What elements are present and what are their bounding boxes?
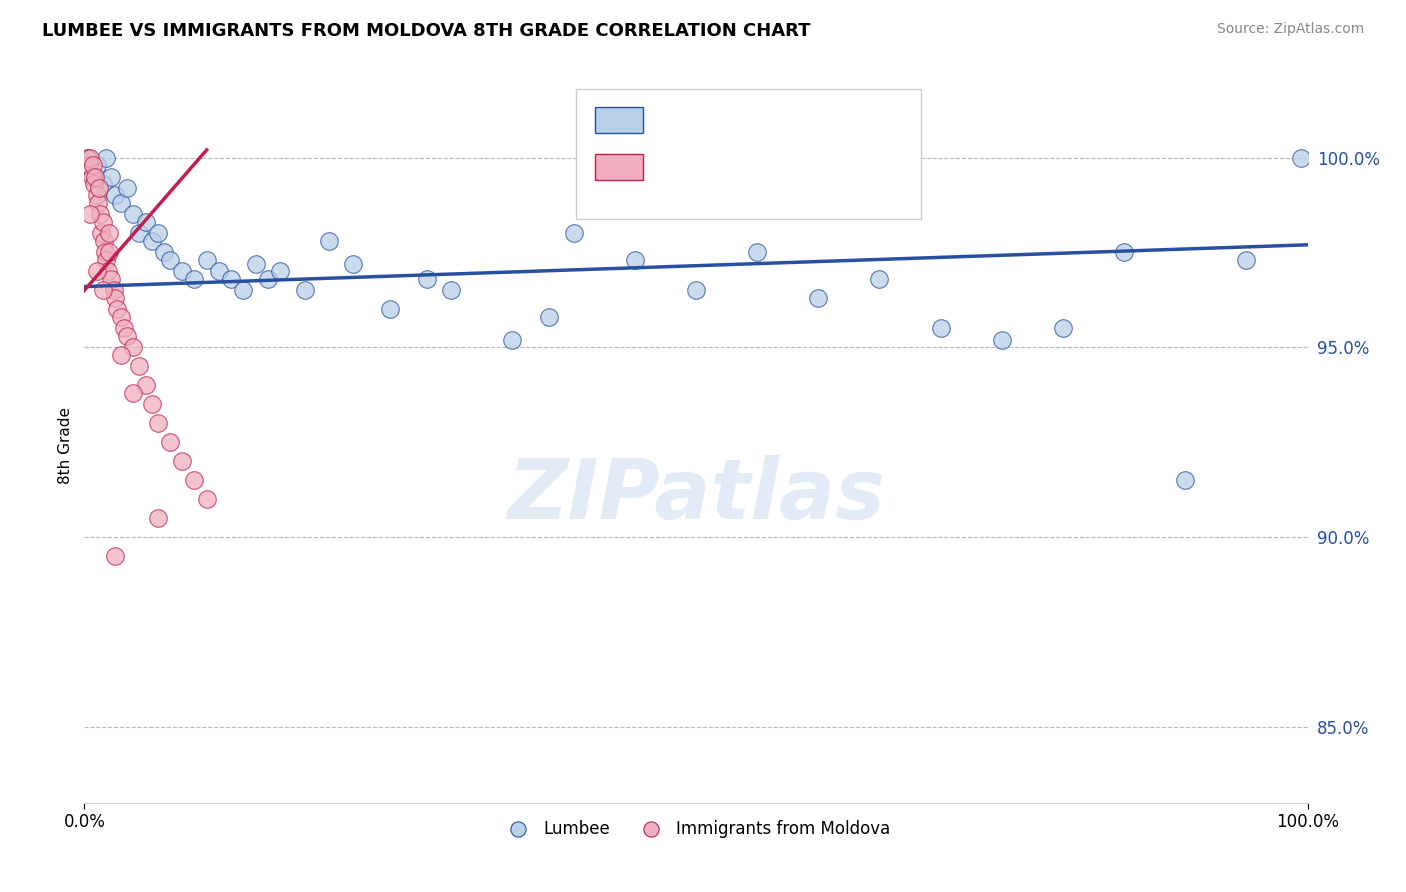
Point xyxy=(1291,151,1313,165)
Point xyxy=(747,245,769,260)
Point xyxy=(440,284,463,298)
Point xyxy=(122,207,145,221)
Point xyxy=(1052,321,1074,335)
Point xyxy=(76,151,98,165)
Point xyxy=(110,348,132,362)
Point xyxy=(991,333,1014,347)
Point xyxy=(86,264,108,278)
Point xyxy=(86,188,108,202)
Point xyxy=(294,284,316,298)
Point xyxy=(97,227,120,241)
Y-axis label: 8th Grade: 8th Grade xyxy=(58,408,73,484)
Point xyxy=(87,181,110,195)
Point xyxy=(105,302,128,317)
Point xyxy=(807,291,830,305)
Point xyxy=(112,321,135,335)
Point xyxy=(91,215,114,229)
Point xyxy=(380,302,402,317)
Point xyxy=(86,158,108,172)
Text: R = 0.446    N = 42: R = 0.446 N = 42 xyxy=(650,158,825,176)
Point xyxy=(219,272,242,286)
Point xyxy=(318,234,340,248)
Point xyxy=(1114,245,1136,260)
Point xyxy=(82,158,104,172)
Point xyxy=(100,169,122,184)
Point xyxy=(172,454,194,468)
Point xyxy=(90,227,112,241)
Point xyxy=(77,151,100,165)
Point xyxy=(342,257,364,271)
Point xyxy=(87,196,110,211)
Point xyxy=(115,181,138,195)
Legend: Lumbee, Immigrants from Moldova: Lumbee, Immigrants from Moldova xyxy=(495,814,897,845)
Text: Source: ZipAtlas.com: Source: ZipAtlas.com xyxy=(1216,22,1364,37)
Point xyxy=(79,151,101,165)
Point xyxy=(141,397,163,411)
Point xyxy=(183,473,205,487)
Point xyxy=(269,264,291,278)
Point xyxy=(115,329,138,343)
Point xyxy=(83,169,105,184)
Point xyxy=(135,378,157,392)
Point xyxy=(128,227,150,241)
Point xyxy=(624,252,647,267)
Point xyxy=(96,252,118,267)
Point xyxy=(80,169,103,184)
Point xyxy=(96,151,118,165)
Point xyxy=(83,177,105,191)
Point xyxy=(183,272,205,286)
Text: ZIPatlas: ZIPatlas xyxy=(508,456,884,536)
Point xyxy=(245,257,267,271)
Point xyxy=(84,169,107,184)
Point xyxy=(232,284,254,298)
Point xyxy=(97,264,120,278)
Point xyxy=(110,310,132,324)
Point xyxy=(195,492,218,507)
Point xyxy=(135,215,157,229)
Point xyxy=(89,207,111,221)
Point xyxy=(159,252,181,267)
Point xyxy=(685,284,707,298)
Point xyxy=(538,310,561,324)
Point xyxy=(1236,252,1258,267)
Point xyxy=(869,272,891,286)
Point xyxy=(91,284,114,298)
Point xyxy=(146,416,169,430)
Point xyxy=(172,264,194,278)
Point xyxy=(159,435,181,450)
Point xyxy=(110,196,132,211)
Point xyxy=(122,385,145,400)
Text: R =  0.127    N = 46: R = 0.127 N = 46 xyxy=(650,111,831,128)
Point xyxy=(103,284,125,298)
Point xyxy=(141,234,163,248)
Point xyxy=(77,158,100,172)
Point xyxy=(502,333,524,347)
Point xyxy=(94,245,117,260)
Point xyxy=(97,245,120,260)
Point xyxy=(562,227,585,241)
Point xyxy=(104,291,127,305)
Point xyxy=(257,272,280,286)
Point xyxy=(93,234,115,248)
Point xyxy=(416,272,439,286)
Point xyxy=(1174,473,1197,487)
Point xyxy=(91,177,114,191)
Point xyxy=(146,511,169,525)
Point xyxy=(153,245,176,260)
Point xyxy=(79,207,101,221)
Point xyxy=(100,272,122,286)
Point xyxy=(104,188,127,202)
Point xyxy=(104,549,127,563)
Point xyxy=(195,252,218,267)
Point xyxy=(929,321,952,335)
Point xyxy=(146,227,169,241)
Point xyxy=(208,264,231,278)
Point xyxy=(128,359,150,374)
Point xyxy=(122,340,145,354)
Text: LUMBEE VS IMMIGRANTS FROM MOLDOVA 8TH GRADE CORRELATION CHART: LUMBEE VS IMMIGRANTS FROM MOLDOVA 8TH GR… xyxy=(42,22,811,40)
